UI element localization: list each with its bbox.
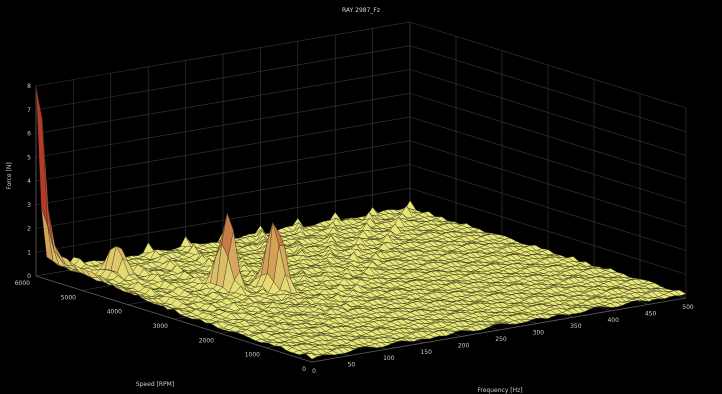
z-tick-label: 6 — [27, 131, 31, 138]
grid-line — [35, 45, 411, 111]
x-tick-label: 350 — [570, 323, 582, 330]
grid-line — [409, 45, 687, 133]
grid-line — [409, 140, 687, 228]
x-tick-label: 100 — [383, 355, 395, 362]
grid-line — [409, 187, 687, 275]
grid-line — [409, 21, 687, 109]
grid-line — [35, 92, 411, 158]
y-tick-label: 2000 — [199, 337, 214, 344]
z-tick-label: 4 — [27, 178, 31, 185]
z-tick-label: 5 — [27, 154, 31, 161]
grid-line — [35, 21, 411, 87]
grid-line — [35, 140, 411, 206]
y-tick-label: 5000 — [61, 294, 76, 301]
y-tick-label: 6000 — [15, 280, 30, 287]
z-tick-label: 3 — [27, 202, 31, 209]
x-tick-label: 50 — [348, 362, 356, 369]
y-axis-label: Speed [RPM] — [136, 381, 174, 388]
y-tick-label: 1000 — [245, 352, 260, 359]
z-tick-label: 0 — [27, 273, 31, 280]
grid-line — [35, 164, 411, 229]
y-tick-label: 3000 — [153, 323, 168, 330]
z-tick-label: 1 — [27, 249, 31, 256]
x-tick-label: 400 — [607, 317, 619, 324]
grid-line — [35, 116, 411, 182]
grid-line — [409, 69, 687, 156]
x-tick-label: 450 — [645, 310, 657, 317]
x-tick-label: 0 — [312, 368, 316, 375]
x-tick-label: 300 — [533, 330, 545, 337]
x-tick-label: 500 — [682, 304, 694, 311]
x-tick-label: 150 — [420, 349, 432, 356]
y-axis-line — [35, 275, 313, 363]
grid-line — [409, 92, 687, 180]
grid-line — [409, 116, 687, 204]
grid-line — [35, 69, 411, 134]
z-axis-label: Force [N] — [6, 162, 13, 189]
surface-mesh — [35, 85, 687, 360]
x-axis-label: Frequency [Hz] — [477, 387, 522, 394]
grid-line — [35, 187, 411, 253]
x-tick-label: 200 — [458, 342, 470, 349]
z-tick-label: 8 — [27, 83, 31, 90]
y-tick-label: 4000 — [107, 309, 122, 316]
z-tick-label: 7 — [27, 107, 31, 114]
x-tick-label: 250 — [495, 336, 507, 343]
x-axis-line — [311, 297, 687, 363]
grid-line — [409, 164, 687, 251]
chart-title: RAY 2987_Fz — [342, 7, 380, 14]
y-tick-label: 0 — [302, 366, 306, 373]
z-tick-label: 2 — [27, 226, 31, 233]
